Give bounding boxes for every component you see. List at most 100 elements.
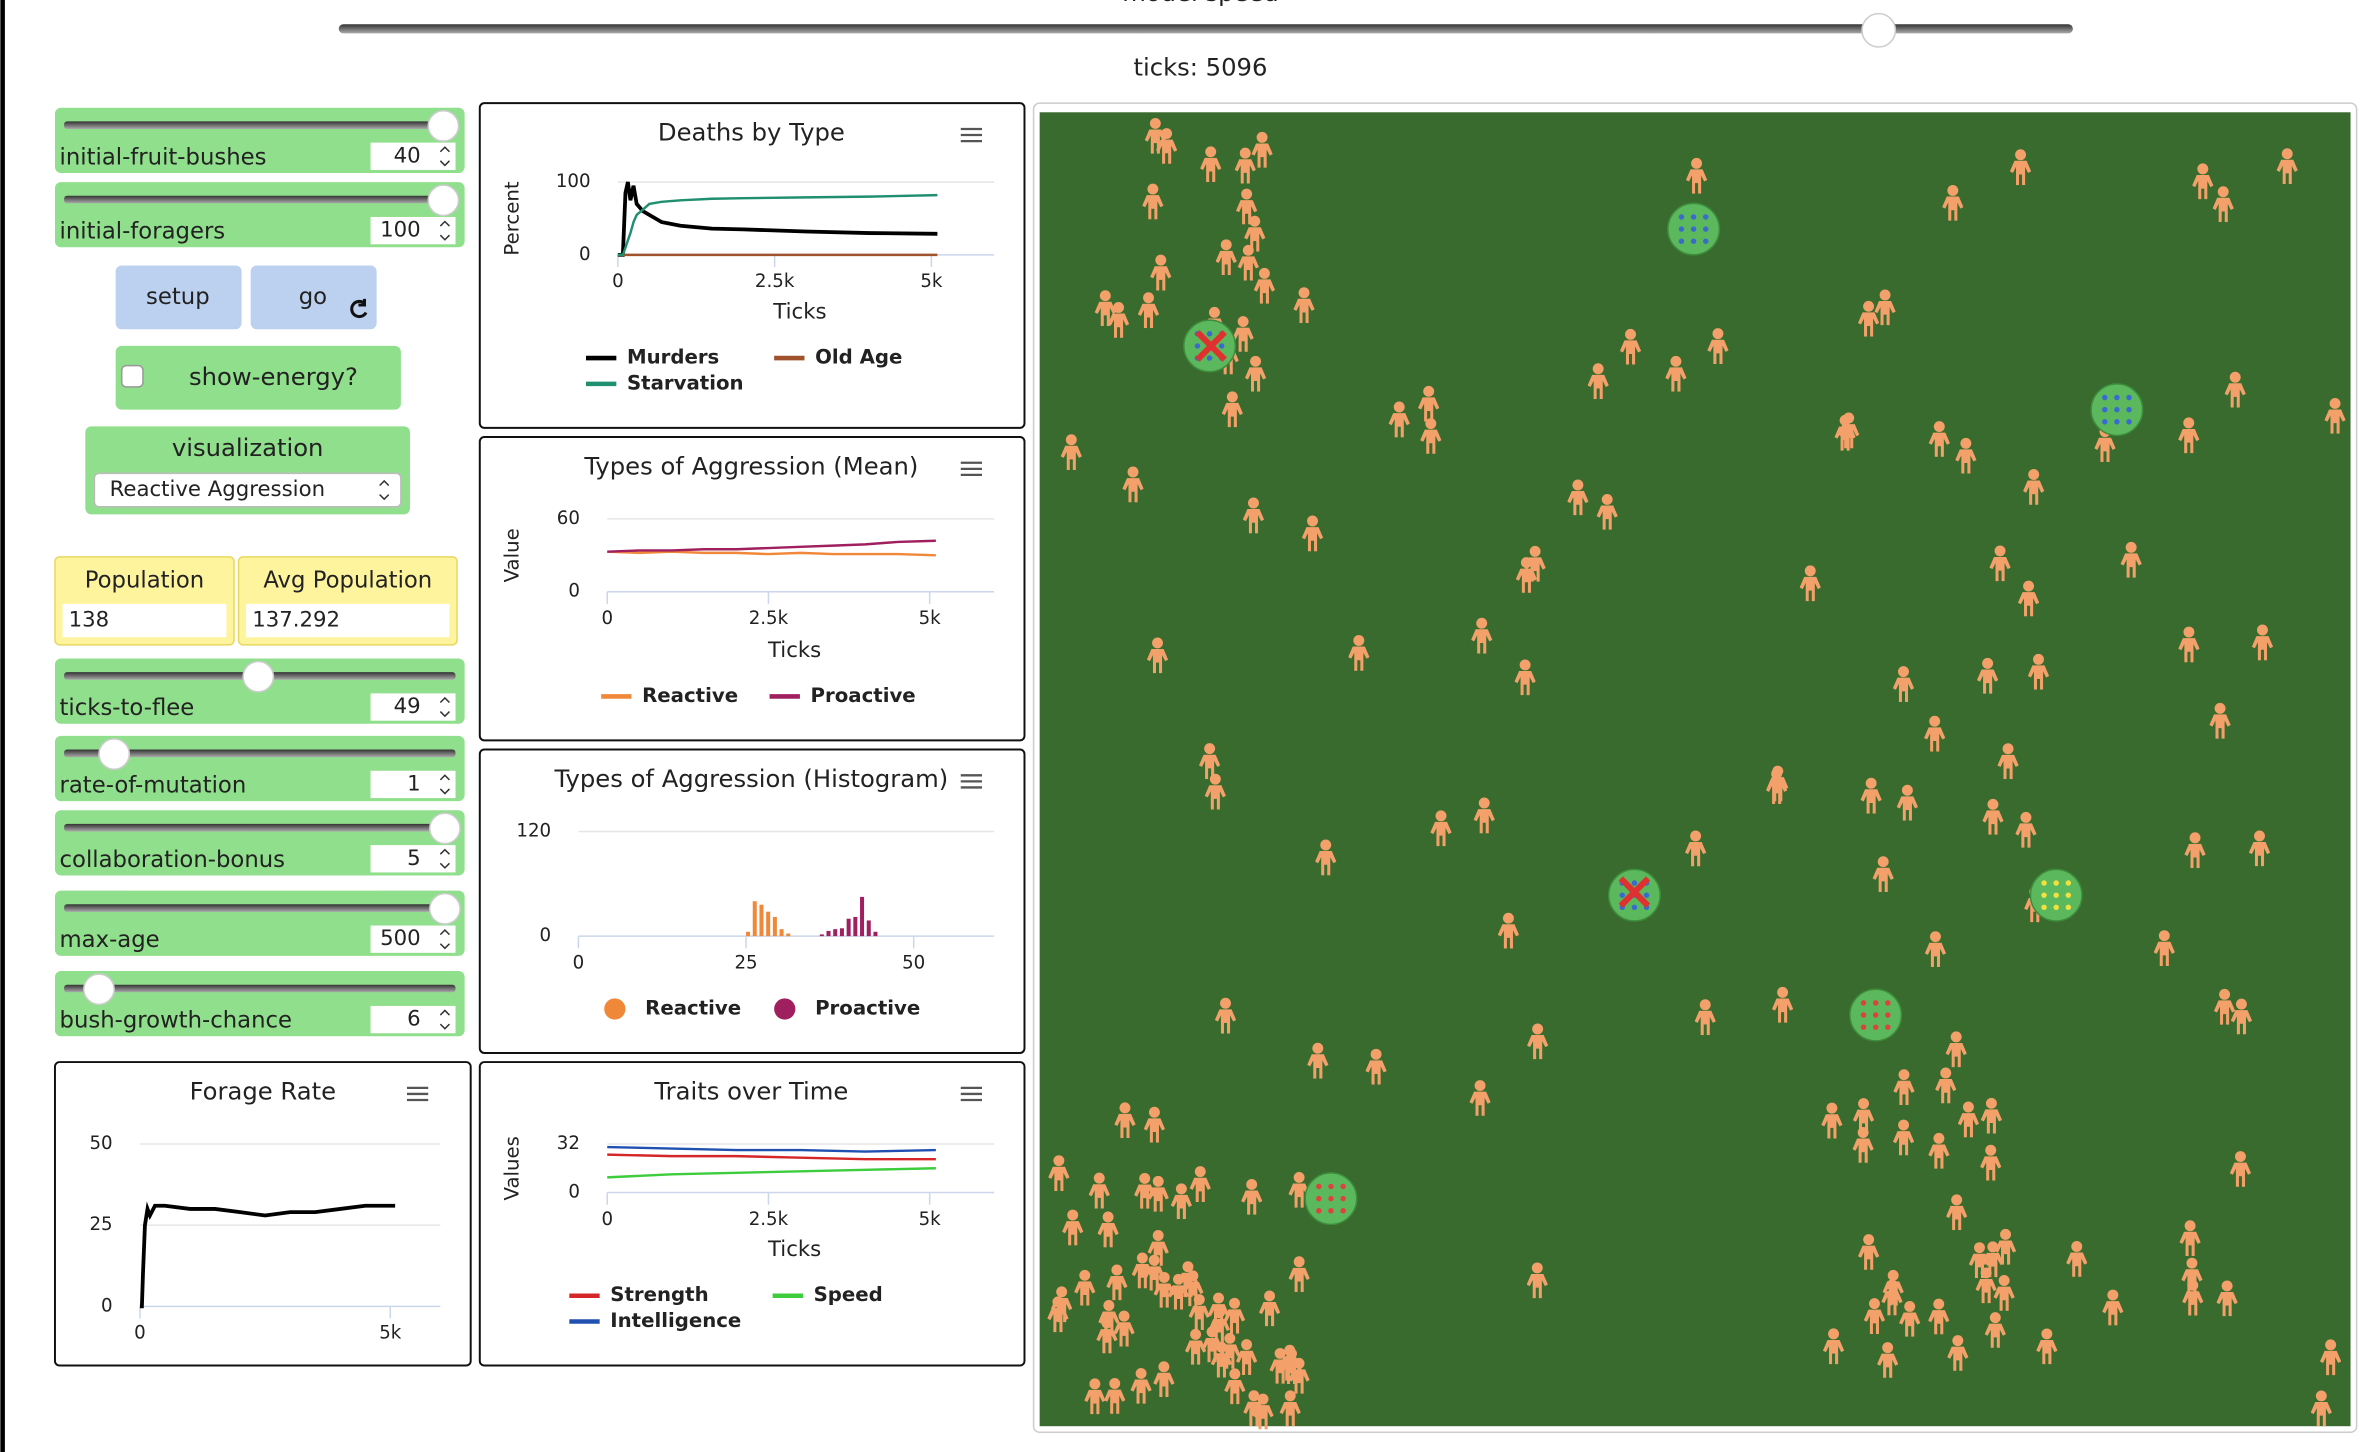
legend-label[interactable]: Proactive bbox=[811, 684, 916, 707]
legend-label[interactable]: Intelligence bbox=[610, 1309, 741, 1332]
fruit bbox=[1702, 214, 1709, 220]
death-marker bbox=[1618, 876, 1651, 908]
fruit bbox=[2041, 904, 2047, 911]
slider-thumb[interactable] bbox=[242, 660, 275, 693]
fruit bbox=[1678, 214, 1685, 220]
plot-menu[interactable] bbox=[960, 774, 982, 789]
y-tick-label: 32 bbox=[557, 1133, 580, 1154]
plot-frame bbox=[478, 102, 1026, 429]
button[interactable] bbox=[115, 265, 242, 330]
x-tick-label: 5k bbox=[919, 608, 942, 629]
slider-thumb[interactable] bbox=[427, 110, 460, 142]
plot-menu[interactable] bbox=[960, 461, 982, 477]
y-tick-label: 60 bbox=[557, 508, 580, 529]
legend-label[interactable]: Old Age bbox=[815, 346, 902, 369]
histogram-bar bbox=[866, 920, 871, 937]
slider-label: bush-growth-chance bbox=[60, 1008, 293, 1034]
x-tick-label: 0 bbox=[601, 1209, 613, 1230]
legend-marker[interactable] bbox=[604, 998, 626, 1020]
plot-menu[interactable] bbox=[406, 1086, 429, 1102]
monitor-label: Population bbox=[85, 568, 205, 594]
histogram-bar bbox=[839, 928, 844, 937]
x-axis-title: Ticks bbox=[767, 1237, 821, 1262]
legend-label[interactable]: Reactive bbox=[642, 684, 738, 707]
plot-menu[interactable] bbox=[960, 127, 982, 143]
fruit bbox=[1885, 1024, 1891, 1030]
left-border bbox=[0, 0, 5, 1452]
fruit bbox=[1885, 1000, 1891, 1006]
x-tick-label: 5k bbox=[379, 1323, 402, 1344]
legend-marker[interactable] bbox=[774, 998, 796, 1020]
fruit bbox=[1690, 214, 1697, 220]
slider-thumb[interactable] bbox=[428, 812, 461, 845]
speed-thumb[interactable] bbox=[1861, 12, 1897, 48]
slider-track bbox=[64, 904, 456, 912]
button-label: setup bbox=[146, 284, 210, 310]
fruit bbox=[2065, 880, 2072, 886]
x-tick-label: 0 bbox=[612, 271, 624, 292]
x-tick-label: 2.5k bbox=[755, 271, 795, 292]
fruit bbox=[1690, 226, 1697, 232]
fruit bbox=[1690, 238, 1697, 244]
slider-spinner[interactable] bbox=[439, 696, 450, 718]
slider-thumb[interactable] bbox=[83, 973, 115, 1006]
legend-label[interactable]: Speed bbox=[814, 1283, 883, 1306]
x-tick-label: 5k bbox=[919, 1209, 942, 1230]
speed-track bbox=[338, 24, 2073, 34]
histogram-bar bbox=[779, 929, 784, 937]
slider-spinner[interactable] bbox=[439, 146, 450, 167]
fruit bbox=[2041, 892, 2047, 898]
slider-value-box bbox=[370, 925, 456, 953]
slider-thumb[interactable] bbox=[98, 738, 131, 770]
x-axis-title: Ticks bbox=[767, 638, 821, 663]
x-tick-label: 2.5k bbox=[749, 1209, 789, 1230]
series-line bbox=[607, 1167, 936, 1179]
slider-value-box bbox=[370, 1005, 456, 1034]
slider-thumb[interactable] bbox=[427, 184, 460, 217]
fruit bbox=[1860, 1024, 1867, 1030]
monitor-box bbox=[62, 603, 227, 638]
slider-label: ticks-to-flee bbox=[60, 695, 195, 721]
plot-title: Types of Aggression (Histogram) bbox=[554, 764, 949, 793]
slider-value-box bbox=[370, 693, 456, 721]
fruit bbox=[1340, 1208, 1346, 1214]
switch[interactable] bbox=[115, 345, 401, 410]
fruit bbox=[1860, 1000, 1867, 1006]
fruit bbox=[1328, 1183, 1334, 1190]
fruit bbox=[1631, 880, 1638, 886]
legend-label[interactable]: Reactive bbox=[645, 996, 741, 1019]
legend-label[interactable]: Proactive bbox=[815, 996, 920, 1019]
monitor-value: 137.292 bbox=[252, 608, 340, 633]
legend-label[interactable]: Murders bbox=[627, 346, 719, 369]
series-line bbox=[607, 1153, 936, 1161]
button-label: go bbox=[299, 284, 327, 310]
slider-spinner[interactable] bbox=[439, 220, 450, 241]
slider-spinner[interactable] bbox=[439, 1009, 450, 1030]
slider-track bbox=[64, 984, 456, 993]
histogram-bar bbox=[786, 933, 791, 937]
slider-thumb[interactable] bbox=[428, 892, 461, 925]
slider-spinner[interactable] bbox=[439, 848, 450, 869]
switch-checkbox[interactable] bbox=[120, 364, 144, 388]
legend-label[interactable]: Starvation bbox=[627, 371, 744, 394]
forever-icon bbox=[350, 298, 368, 319]
x-tick-label: 50 bbox=[902, 952, 925, 973]
chooser-select[interactable] bbox=[93, 472, 402, 508]
button[interactable] bbox=[250, 265, 377, 330]
x-axis-title: Ticks bbox=[772, 300, 826, 325]
legend-label[interactable]: Strength bbox=[610, 1283, 708, 1306]
plot-menu[interactable] bbox=[960, 1086, 982, 1102]
slider-spinner[interactable] bbox=[439, 928, 450, 950]
fruit bbox=[2126, 406, 2132, 413]
chooser-value: Reactive Aggression bbox=[110, 477, 325, 502]
plot-title: Types of Aggression (Mean) bbox=[583, 451, 918, 480]
fruit bbox=[1872, 1024, 1879, 1030]
fruit bbox=[2102, 419, 2108, 425]
x-tick-label: 0 bbox=[573, 952, 585, 973]
fruit bbox=[1206, 355, 1213, 361]
series-line bbox=[607, 550, 936, 557]
slider-spinner[interactable] bbox=[439, 774, 450, 795]
slider-value: 1 bbox=[407, 771, 421, 796]
slider-label: max-age bbox=[60, 927, 160, 953]
